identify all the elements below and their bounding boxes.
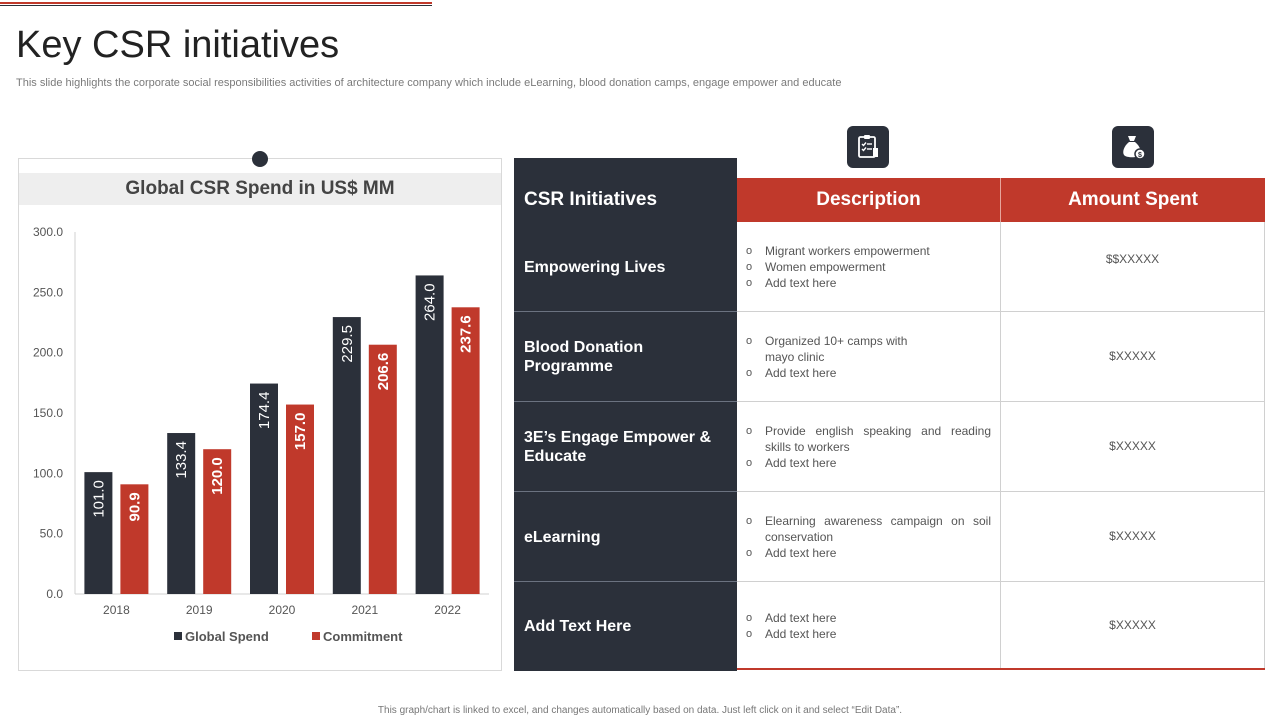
- y-tick-label: 0.0: [46, 587, 63, 601]
- row-divider: [514, 401, 737, 402]
- bar-commitment: [286, 404, 314, 594]
- list-item: Women empowerment: [746, 259, 991, 275]
- legend-label: Commitment: [323, 629, 403, 644]
- row-label-3e-engage: 3E’s Engage Empower & Educate: [514, 402, 737, 492]
- row-amount: $XXXXX: [1001, 402, 1265, 492]
- bar-commitment: [120, 484, 149, 594]
- y-tick-label: 50.0: [40, 527, 64, 541]
- chart-pin-dot: [252, 151, 268, 167]
- bar-global-spend: [84, 472, 113, 594]
- x-tick-label: 2018: [103, 603, 130, 617]
- data-label: 237.6: [458, 315, 475, 353]
- data-label: 206.6: [375, 353, 392, 391]
- list-item: Add text here: [746, 275, 991, 291]
- header-initiatives-label: CSR Initiatives: [524, 189, 658, 210]
- bar-commitment: [368, 344, 397, 594]
- table-bottom-accent: [737, 668, 1265, 670]
- x-tick-label: 2019: [186, 603, 213, 617]
- row-description: Provide english speaking and reading ski…: [737, 402, 1001, 492]
- row-description: Elearning awareness campaign on soil con…: [737, 492, 1001, 582]
- top-accent-line: [0, 2, 432, 4]
- table-header-description: Description: [737, 178, 1000, 222]
- list-item: Add text here: [746, 365, 991, 381]
- row-divider: [514, 581, 737, 582]
- footer-note: This graph/chart is linked to excel, and…: [377, 705, 903, 716]
- page-title: Key CSR initiatives: [16, 24, 340, 66]
- row-description: Organized 10+ camps with mayo clinic Add…: [737, 312, 1001, 402]
- list-item: Elearning awareness campaign on soil con…: [746, 513, 991, 545]
- bar-global-spend: [332, 317, 361, 594]
- x-tick-label: 2021: [351, 603, 378, 617]
- clipboard-checklist-icon: [847, 126, 889, 168]
- y-tick-label: 150.0: [33, 406, 63, 420]
- row-amount: $XXXXX: [1001, 582, 1265, 669]
- list-item: Add text here: [746, 610, 991, 626]
- page-subtitle: This slide highlights the corporate soci…: [16, 77, 842, 89]
- bar-global-spend: [415, 275, 444, 594]
- top-accent-line-dark: [0, 5, 432, 6]
- list-item: Migrant workers empowerment: [746, 243, 991, 259]
- table-header-initiatives: CSR Initiatives: [514, 158, 737, 222]
- bar-commitment: [451, 307, 480, 594]
- row-label-add-text: Add Text Here: [514, 582, 737, 671]
- x-tick-label: 2022: [434, 603, 461, 617]
- bar-global-spend: [250, 383, 278, 594]
- table-header-amount: Amount Spent: [1001, 178, 1265, 222]
- svg-text:$: $: [1138, 152, 1142, 159]
- list-item: Organized 10+ camps with mayo clinic: [746, 333, 926, 365]
- list-item: Add text here: [746, 455, 991, 471]
- legend-label: Global Spend: [185, 629, 269, 644]
- row-label-empowering-lives: Empowering Lives: [514, 222, 737, 312]
- y-tick-label: 100.0: [33, 466, 63, 480]
- header-divider: [1000, 178, 1001, 222]
- row-amount: $XXXXX: [1001, 312, 1265, 402]
- row-description: Migrant workers empowerment Women empowe…: [737, 222, 1001, 312]
- money-bag-icon: $: [1112, 126, 1154, 168]
- row-amount: $$XXXXX: [1001, 222, 1265, 312]
- data-label: 101.0: [90, 480, 107, 518]
- row-divider: [514, 311, 737, 312]
- row-label-blood-donation: Blood Donation Programme: [514, 312, 737, 402]
- y-tick-label: 250.0: [33, 285, 63, 299]
- y-tick-label: 300.0: [33, 225, 63, 239]
- data-label: 120.0: [209, 457, 226, 495]
- legend-swatch: [312, 632, 320, 640]
- row-description: Add text here Add text here: [737, 582, 1001, 669]
- list-item: Add text here: [746, 626, 991, 642]
- chart-title-band: [19, 173, 501, 205]
- bar-commitment: [203, 449, 232, 594]
- bar-chart[interactable]: 0.0 50.0 100.0 150.0 200.0 250.0 300.0 2018 101.…: [19, 215, 501, 660]
- data-label: 157.0: [292, 413, 309, 451]
- y-tick-label: 200.0: [33, 346, 63, 360]
- legend-swatch: [174, 632, 182, 640]
- row-label-elearning: eLearning: [514, 492, 737, 582]
- chart-title: Global CSR Spend in US$ MM: [125, 178, 395, 199]
- data-label: 229.5: [339, 325, 356, 363]
- x-tick-label: 2020: [269, 603, 296, 617]
- data-label: 90.9: [126, 492, 143, 521]
- data-label: 264.0: [422, 283, 439, 321]
- data-label: 174.4: [256, 392, 273, 430]
- row-divider: [514, 491, 737, 492]
- list-item: Provide english speaking and reading ski…: [746, 423, 991, 455]
- data-label: 133.4: [173, 441, 190, 479]
- list-item: Add text here: [746, 545, 991, 561]
- bar-global-spend: [167, 433, 196, 594]
- row-amount: $XXXXX: [1001, 492, 1265, 582]
